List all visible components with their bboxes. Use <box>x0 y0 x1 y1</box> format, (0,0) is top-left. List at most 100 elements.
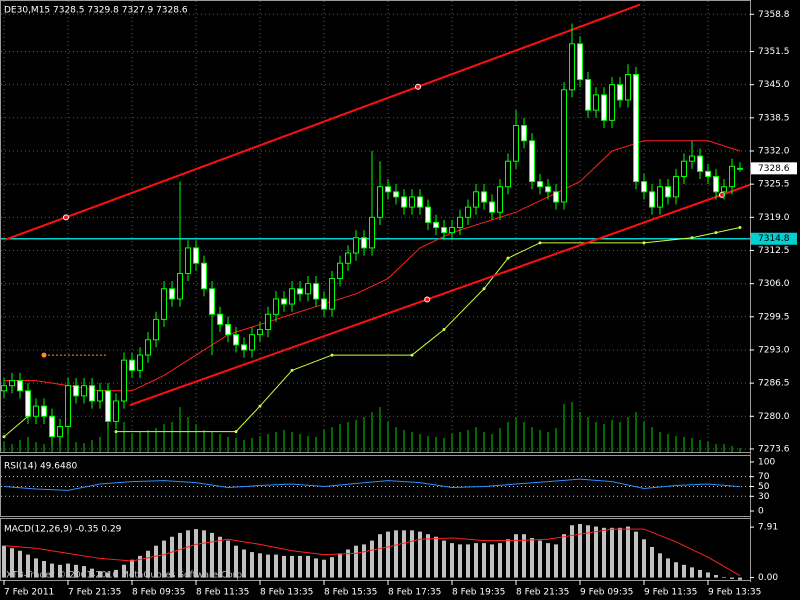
candle-body <box>345 252 351 264</box>
macd-bar <box>442 540 446 578</box>
candle-body <box>537 181 543 188</box>
candle-body <box>201 262 207 290</box>
macd-bar <box>258 553 262 578</box>
macd-bar <box>290 555 294 578</box>
candle-body <box>153 318 159 341</box>
candle-body <box>105 390 111 422</box>
candle-body <box>177 272 183 300</box>
x-tick-label: 8 Feb 13:35 <box>260 588 313 598</box>
candle-body <box>193 247 199 264</box>
watermark: XTB-Trader © 2001-2010 MetaQuotes Softwa… <box>6 571 245 581</box>
macd-bar <box>218 536 222 578</box>
stop-dot <box>506 256 510 260</box>
y-tick-label: 7280.0 <box>758 412 790 422</box>
price-badge <box>751 162 797 175</box>
candle-body <box>697 155 703 172</box>
macd-bar <box>402 530 406 578</box>
x-tick-label: 8 Feb 19:35 <box>452 588 505 598</box>
macd-bar <box>666 558 670 578</box>
stop-dot <box>114 430 118 434</box>
macd-bar <box>698 569 702 578</box>
macd-bar <box>674 562 678 578</box>
stop-dot <box>642 241 646 245</box>
macd-bar <box>306 555 310 578</box>
overlay-line <box>129 183 751 407</box>
macd-bar <box>202 530 206 578</box>
macd-bar <box>474 543 478 578</box>
macd-bar <box>138 555 142 578</box>
rsi-line <box>3 478 741 491</box>
stop-dot <box>2 435 6 439</box>
macd-bar <box>490 544 494 578</box>
macd-bar <box>506 539 510 578</box>
candle-body <box>113 400 119 422</box>
x-tick-label: 8 Feb 15:35 <box>324 588 377 598</box>
x-tick-label: 8 Feb 17:35 <box>388 588 441 598</box>
macd-bar <box>466 544 470 578</box>
candle-body <box>321 298 327 310</box>
macd-bar <box>330 557 334 578</box>
y-tick-label: 7319.0 <box>758 213 790 223</box>
candle-body <box>449 227 455 234</box>
macd-bar <box>602 527 606 578</box>
candle-body <box>561 89 567 203</box>
candle-body <box>25 390 31 417</box>
candle-body <box>121 359 127 402</box>
candle-body <box>353 237 359 254</box>
candle-body <box>145 339 151 356</box>
macd-bar <box>154 545 158 578</box>
candle-body <box>505 160 511 188</box>
macd-bar <box>10 548 14 578</box>
y-tick-label: 7325.5 <box>758 180 790 190</box>
candle-body <box>185 247 191 274</box>
macd-bar <box>642 539 646 578</box>
y-tick-label: 7312.5 <box>758 246 790 256</box>
macd-bar <box>178 532 182 578</box>
candle-body <box>465 206 471 218</box>
y-tick-label: 100 <box>758 457 775 467</box>
candle-body <box>497 186 503 213</box>
macd-bar <box>234 545 238 578</box>
candle-body <box>673 176 679 198</box>
candle-body <box>641 181 647 193</box>
macd-bar <box>42 560 46 578</box>
candle-body <box>33 405 39 417</box>
macd-bar <box>90 568 94 578</box>
macd-bar <box>426 534 430 578</box>
stop-dot <box>482 287 486 291</box>
x-tick-label: 9 Feb 11:35 <box>644 588 697 598</box>
macd-bar <box>578 523 582 578</box>
stop-dot <box>330 353 334 357</box>
macd-bar <box>58 564 62 578</box>
y-tick-label: 7.91 <box>758 523 778 533</box>
candle-body <box>425 206 431 223</box>
candle-body <box>281 298 287 305</box>
y-tick-label: 7345.0 <box>758 80 790 90</box>
macd-bar <box>418 531 422 578</box>
macd-bar <box>722 576 726 578</box>
candle-body <box>681 160 687 178</box>
stop-dot <box>290 368 294 372</box>
macd-bar <box>530 538 534 578</box>
macd-bar <box>98 571 102 578</box>
candle-body <box>393 191 399 198</box>
macd-bar <box>194 529 198 578</box>
candle-body <box>249 334 255 351</box>
candle-body <box>577 43 583 81</box>
trend-anchor <box>63 214 69 221</box>
macd-bar <box>610 527 614 578</box>
macd-bar <box>50 563 54 578</box>
candle-body <box>129 359 135 371</box>
candle-body <box>137 354 143 371</box>
level-badge <box>751 232 797 245</box>
macd-bar <box>714 575 718 578</box>
stop-dot <box>738 226 742 230</box>
macd-bar <box>730 577 734 579</box>
x-tick-label: 9 Feb 09:35 <box>580 588 633 598</box>
candle-body <box>529 140 535 183</box>
macd-bar <box>378 534 382 578</box>
macd-bar <box>130 559 134 578</box>
macd-bar <box>34 558 38 578</box>
macd-bar <box>618 527 622 578</box>
